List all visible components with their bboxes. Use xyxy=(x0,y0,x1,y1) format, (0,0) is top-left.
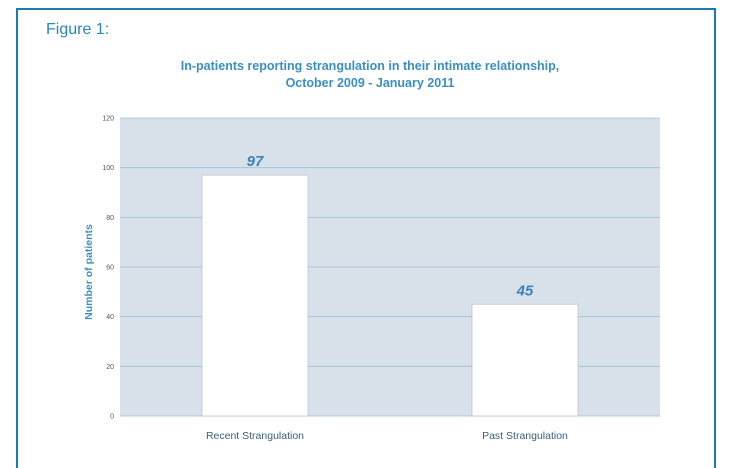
bar xyxy=(201,174,309,417)
chart-subtitle: October 2009 - January 2011 xyxy=(285,76,455,90)
data-label: 45 xyxy=(516,282,534,299)
chart-title-block: In-patients reporting strangulation in t… xyxy=(120,58,620,92)
y-tick-label: 100 xyxy=(102,165,114,172)
y-tick-labels: 0 20 40 60 80 100 120 xyxy=(102,116,114,421)
bar-chart: 0 20 40 60 80 100 120 Recent Strangulation Past… xyxy=(83,116,660,442)
x-category-labels: Recent Strangulation Past Strangulation xyxy=(206,430,568,442)
x-category-label: Past Strangulation xyxy=(482,430,568,442)
figure-frame xyxy=(16,8,716,468)
figure-label: Figure 1: xyxy=(46,21,110,38)
y-tick-label: 20 xyxy=(106,364,114,371)
data-labels: 97 45 xyxy=(247,153,534,299)
bars xyxy=(201,174,579,417)
y-tick-label: 120 xyxy=(102,116,114,123)
y-tick-label: 40 xyxy=(106,314,114,321)
y-axis-label: Number of patients xyxy=(83,224,95,320)
y-tick-label: 0 xyxy=(110,414,114,421)
y-tick-label: 80 xyxy=(106,215,114,222)
bar xyxy=(471,303,579,417)
x-category-label: Recent Strangulation xyxy=(206,430,304,442)
chart-title: In-patients reporting strangulation in t… xyxy=(180,59,560,73)
y-tick-label: 60 xyxy=(106,265,114,272)
data-label: 97 xyxy=(247,153,264,170)
